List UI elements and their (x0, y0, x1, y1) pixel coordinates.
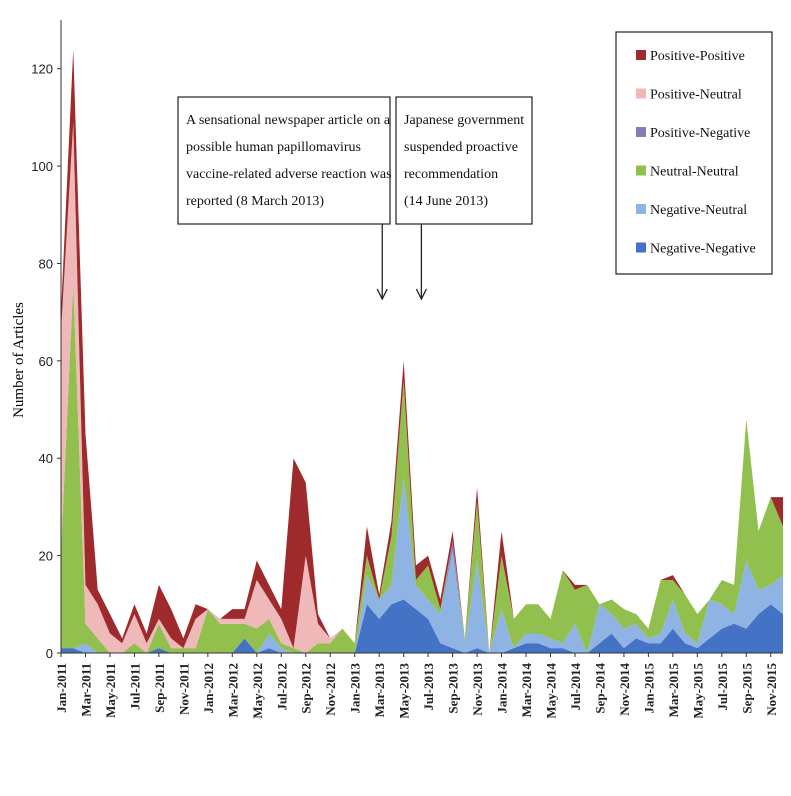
x-tick-label: Mar-2013 (372, 663, 387, 718)
legend-label: Positive-Negative (650, 126, 750, 141)
annotation-box (395, 96, 533, 225)
legend-label: Positive-Positive (650, 49, 745, 64)
annotation-line: reported (8 March 2013) (186, 194, 324, 209)
x-tick-label: Jul-2012 (274, 663, 289, 711)
annotation-line: A sensational newspaper article on a (186, 113, 391, 128)
y-tick-label: 0 (46, 646, 53, 661)
legend-swatch (636, 204, 646, 214)
x-tick-label: Nov-2011 (176, 663, 191, 715)
annotation-newspaper-article: A sensational newspaper article on a pos… (177, 96, 392, 301)
annotation-line: (14 June 2013) (404, 194, 488, 209)
legend-swatch (636, 127, 646, 137)
legend-label: Neutral-Neutral (650, 165, 739, 180)
x-tick-label: Jul-2014 (568, 663, 583, 711)
y-tick-label: 40 (39, 451, 53, 466)
annotation-government-suspension: Japanese government suspended proactive … (395, 96, 533, 301)
x-tick-label: May-2012 (250, 663, 265, 719)
x-tick-label: Jan-2015 (641, 663, 656, 714)
annotation-line: recommendation (404, 167, 498, 182)
x-tick-label: Jul-2013 (421, 663, 436, 711)
x-tick-label: Jan-2011 (54, 663, 69, 713)
legend-label: Negative-Negative (650, 242, 756, 257)
x-tick-label: Jul-2011 (127, 663, 142, 710)
y-axis-label: Number of Articles (11, 302, 27, 418)
legend-items: Positive-Positive Positive-Neutral Positiv… (636, 49, 756, 257)
x-tick-label: May-2015 (690, 663, 705, 719)
annotation-line: possible human papillomavirus (186, 140, 361, 155)
y-tick-labels: 0 20 40 60 80 100 120 (31, 62, 61, 661)
x-tick-label: Mar-2014 (519, 663, 534, 718)
legend-label: Positive-Neutral (650, 88, 742, 103)
x-tick-label: Mar-2012 (225, 663, 240, 717)
axes (60, 20, 783, 654)
annotation-line: vaccine-related adverse reaction was (186, 167, 392, 182)
x-tick-label: Jan-2012 (201, 663, 216, 714)
x-tick-label: Mar-2011 (79, 663, 94, 717)
x-tick-label: Sep-2015 (739, 663, 754, 714)
y-tick-label: 100 (31, 159, 53, 174)
legend-swatch (636, 88, 646, 99)
annotation-line: Japanese government (404, 113, 524, 128)
legend-label: Negative-Neutral (650, 203, 747, 218)
y-tick-label: 120 (31, 62, 53, 77)
x-tick-label: Nov-2013 (470, 663, 485, 716)
series-areas (61, 49, 783, 654)
x-tick-label: Sep-2013 (446, 663, 461, 714)
x-tick-label: Sep-2012 (299, 663, 314, 714)
x-tick-label: Jan-2014 (495, 663, 510, 714)
annotation-line: suspended proactive (404, 140, 518, 155)
series-area-negative-negative (61, 599, 783, 653)
annotation-arrowhead (376, 288, 388, 301)
y-tick-label: 20 (39, 549, 53, 564)
x-tick-label: May-2011 (103, 663, 118, 718)
x-tick-label: Jan-2013 (348, 663, 363, 714)
x-tick-label: Mar-2015 (666, 663, 681, 718)
legend: Positive-Positive Positive-Neutral Positiv… (615, 31, 773, 275)
x-tick-label: Nov-2014 (617, 663, 632, 716)
legend-swatch (636, 165, 646, 176)
x-tick-label: Nov-2012 (323, 663, 338, 716)
x-tick-label: Nov-2015 (764, 663, 779, 716)
x-tick-labels: Jan-2011 Mar-2011 May-2011 Jul-2011 Sep-2011… (54, 653, 779, 719)
x-tick-label: Sep-2011 (152, 663, 167, 713)
annotation-box (177, 96, 391, 225)
series-area-neutral-neutral (61, 282, 783, 653)
annotation-arrowhead (415, 288, 427, 301)
legend-swatch (636, 242, 646, 253)
x-tick-label: Sep-2014 (592, 663, 607, 714)
x-tick-label: May-2014 (544, 663, 559, 719)
x-tick-label: May-2013 (397, 663, 412, 719)
legend-swatch (636, 50, 646, 60)
y-tick-label: 60 (39, 354, 53, 369)
series-area-negative-neutral (61, 477, 783, 653)
legend-box (615, 31, 773, 275)
x-tick-label: Jul-2015 (715, 663, 730, 711)
y-tick-label: 80 (39, 256, 53, 271)
